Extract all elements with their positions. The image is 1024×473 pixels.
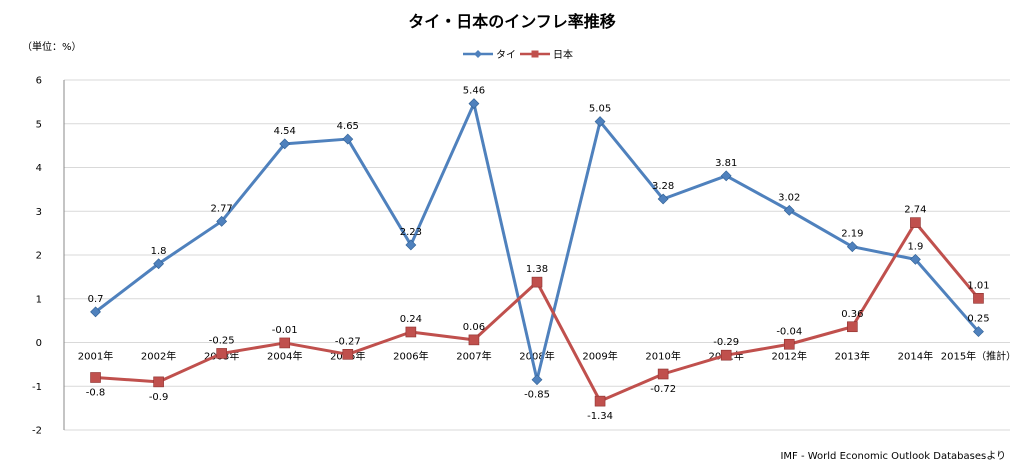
point-thai — [846, 241, 858, 253]
data-label-thai: 2.23 — [400, 227, 422, 238]
data-label-japan: 1.01 — [967, 280, 989, 291]
point-thai — [342, 133, 354, 145]
point-thai — [90, 306, 101, 318]
point-thai — [216, 215, 228, 227]
data-label-thai: 0.25 — [967, 314, 989, 325]
data-label-japan: -0.04 — [776, 326, 802, 337]
x-tick-label: 2001年 — [78, 350, 113, 363]
x-tick-label: 2006年 — [393, 350, 428, 363]
point-japan — [468, 334, 480, 346]
point-japan — [594, 395, 606, 407]
point-thai — [973, 326, 984, 337]
point-thai — [531, 374, 543, 386]
point-thai — [783, 204, 795, 216]
data-label-thai: 1.8 — [151, 246, 167, 257]
legend-entry-thai: タイ — [463, 49, 516, 61]
point-japan — [531, 276, 543, 288]
y-tick-label: 6 — [36, 76, 42, 87]
point-thai — [153, 258, 165, 270]
data-label-japan: -0.25 — [209, 335, 235, 346]
x-tick-label: 2007年 — [456, 350, 491, 363]
gridlines — [64, 79, 1010, 431]
legend-marker-thai — [474, 50, 482, 58]
data-label-thai: 3.81 — [715, 158, 737, 169]
data-labels: 0.7 1.8 2.77 4.54 4.65 2.23 5.46 -0.85 5.05 3.28 3… — [86, 86, 990, 423]
data-label-japan: 0.24 — [400, 314, 422, 325]
data-label-japan: 0.36 — [841, 309, 863, 320]
data-label-thai: 3.28 — [652, 181, 674, 192]
unit-label: （単位：%） — [22, 40, 82, 53]
x-tick-label: 2009年 — [582, 350, 617, 363]
data-label-thai: 5.46 — [463, 86, 485, 97]
source-note: IMF - World Economic Outlook Databasesより — [780, 450, 1006, 462]
x-tick-label: 2004年 — [267, 350, 302, 363]
point-japan — [90, 372, 101, 383]
point-japan — [720, 349, 732, 361]
point-japan — [279, 337, 291, 349]
data-label-japan: -0.27 — [335, 336, 361, 347]
data-label-thai: -0.85 — [524, 390, 550, 401]
data-label-japan: -0.9 — [149, 392, 169, 403]
point-thai — [657, 193, 669, 205]
y-tick-label: 4 — [36, 163, 42, 174]
x-tick-label: 2010年 — [645, 350, 680, 363]
data-label-japan: 2.74 — [904, 205, 926, 216]
y-tick-label: -1 — [32, 382, 42, 393]
point-japan — [847, 321, 858, 333]
data-label-thai: 0.7 — [88, 294, 104, 305]
point-thai — [279, 138, 291, 150]
y-tick-label: 5 — [36, 119, 42, 130]
point-thai — [405, 239, 417, 251]
data-label-thai: 2.77 — [211, 203, 233, 214]
data-label-japan: -0.29 — [713, 337, 739, 348]
y-tick-label: 3 — [36, 207, 42, 218]
x-tick-label: 2012年 — [772, 350, 807, 363]
point-thai — [468, 98, 480, 110]
point-thai — [594, 116, 606, 127]
point-thai — [909, 253, 921, 265]
data-label-thai: 5.05 — [589, 104, 611, 115]
point-japan — [783, 338, 795, 350]
point-japan — [153, 376, 164, 388]
point-japan — [342, 349, 354, 360]
point-japan — [216, 348, 227, 359]
point-thai — [720, 170, 732, 182]
legend-label-thai: タイ — [496, 49, 516, 61]
point-japan — [405, 326, 417, 338]
x-tick-label: 2002年 — [141, 350, 176, 363]
y-tick-label: 0 — [36, 338, 42, 349]
data-label-thai: 1.9 — [907, 241, 923, 252]
y-tick-label: 1 — [36, 294, 42, 305]
legend-label-japan: 日本 — [553, 48, 573, 61]
legend-marker-japan — [531, 50, 539, 58]
y-axis-ticks: -2 -1 0 1 2 3 4 5 6 — [32, 76, 42, 437]
data-label-japan: -1.34 — [587, 411, 613, 422]
point-japan — [657, 368, 669, 380]
x-tick-label: 2008年 — [519, 350, 554, 363]
data-label-japan: -0.8 — [86, 388, 106, 399]
legend: タイ 日本 — [463, 48, 573, 61]
point-japan — [910, 217, 921, 228]
y-tick-label: 2 — [36, 251, 42, 262]
data-label-japan: 1.38 — [526, 264, 548, 275]
data-label-japan: -0.01 — [272, 325, 298, 336]
data-label-thai: 3.02 — [778, 192, 800, 203]
data-label-thai: 4.54 — [274, 126, 296, 137]
data-label-thai: 4.65 — [337, 121, 359, 132]
data-label-japan: 0.06 — [463, 322, 485, 333]
series-layer — [90, 98, 984, 407]
point-japan — [973, 293, 984, 304]
y-tick-label: -2 — [32, 426, 42, 437]
x-tick-label: 2015年（推計） — [941, 350, 1016, 363]
data-label-thai: 2.19 — [841, 229, 863, 240]
data-label-japan: -0.72 — [650, 384, 676, 395]
x-tick-label: 2013年 — [835, 350, 870, 363]
legend-entry-japan: 日本 — [520, 48, 573, 61]
chart-title: タイ・日本のインフレ率推移 — [408, 12, 616, 31]
x-tick-label: 2014年 — [898, 350, 933, 363]
